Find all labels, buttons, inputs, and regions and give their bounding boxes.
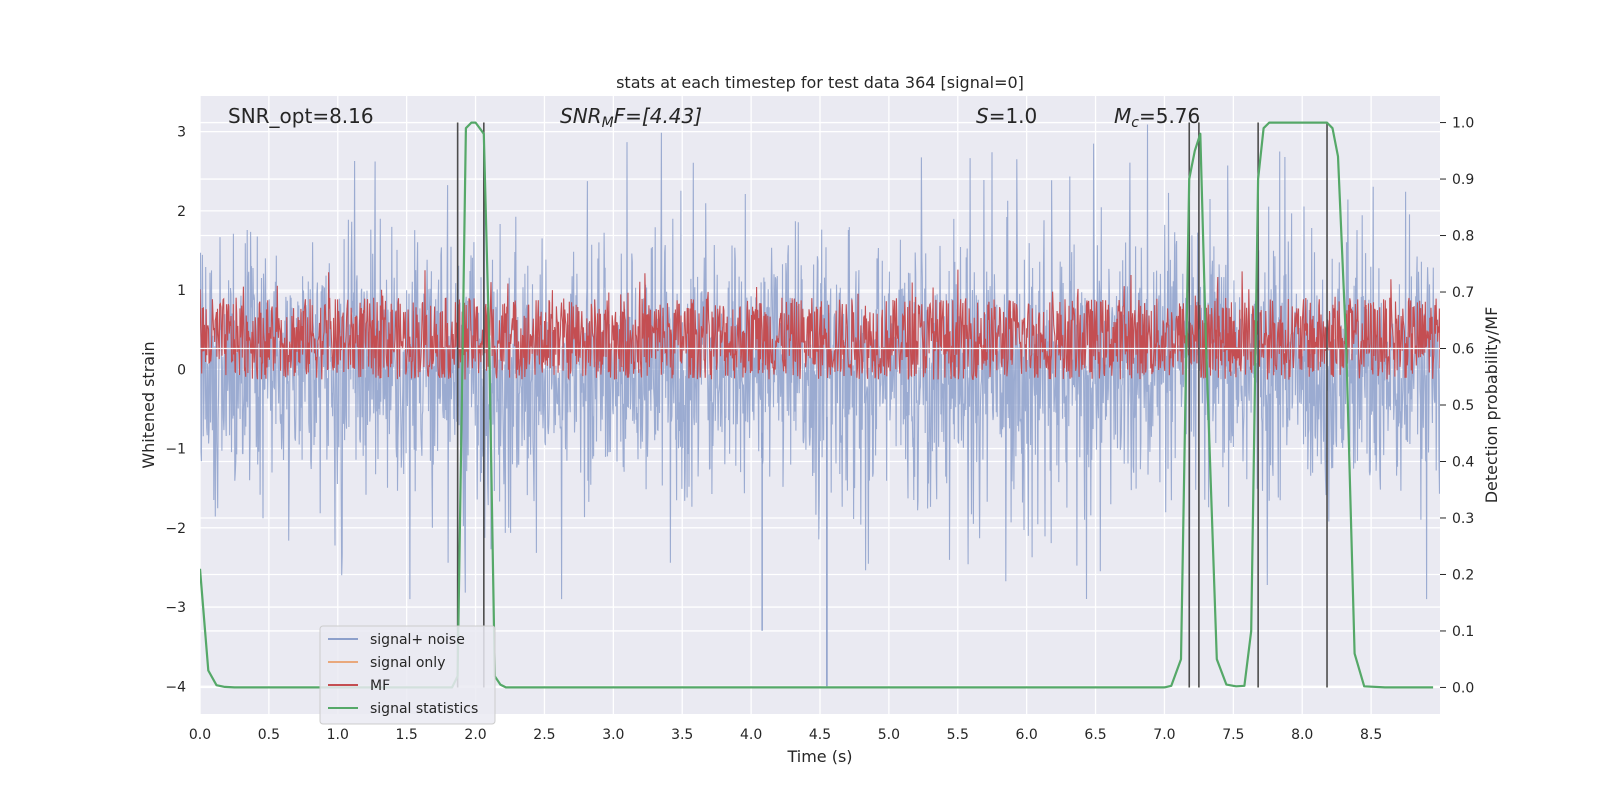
y-right-tick-label: 0.8 [1452,229,1474,245]
x-tick-label: 2.0 [464,727,486,743]
annotation-snr-mf-sub: M [602,115,614,131]
y-left-tick-label: −3 [165,600,186,616]
x-tick-label: 5.5 [947,727,969,743]
y-left-tick-label: −4 [165,679,186,695]
x-tick-label: 8.5 [1360,727,1382,743]
legend-label-signal-noise: signal+ noise [370,632,465,648]
legend-label-signal-statistics: signal statistics [370,701,478,717]
series-mf-line [200,269,1440,381]
x-tick-label: 6.5 [1084,727,1106,743]
legend-label-mf: MF [370,678,390,694]
legend: signal+ noise signal only MF signal stat… [319,625,496,725]
chart-title: stats at each timestep for test data 364… [616,73,1024,92]
y-right-tick-label: 0.0 [1452,680,1474,696]
x-tick-label: 4.5 [809,727,831,743]
y-left-tick-label: 3 [177,125,186,141]
series-signal-noise-line [200,124,1440,600]
annotation-mc: Mc=5.76 [1114,104,1200,131]
x-tick-label: 7.5 [1222,727,1244,743]
y-left-tick-label: −2 [165,521,186,537]
annotation-mc-sub: c [1131,115,1139,131]
y-left-tick-label: 0 [177,362,186,378]
annotation-mc-main: M [1114,104,1131,128]
legend-label-signal-only: signal only [370,655,445,671]
x-tick-label: 8.0 [1291,727,1313,743]
y-right-tick-label: 0.4 [1452,454,1474,470]
series-layer [200,121,1440,689]
y-right-tick-label: 0.3 [1452,511,1474,527]
x-tick-label: 3.5 [671,727,693,743]
x-tick-label: 6.0 [1016,727,1038,743]
y-right-tick-label: 0.5 [1452,398,1474,414]
y-axis-left-label: Whitened strain [139,341,158,468]
legend-box [319,625,496,725]
y-right-tick-label: 0.6 [1452,342,1474,358]
y-right-tick-label: 0.1 [1452,624,1474,640]
x-tick-label: 1.0 [327,727,349,743]
x-tick-label: 1.5 [396,727,418,743]
annotation-snr-opt: SNR_opt=8.16 [228,104,374,128]
x-tick-label: 7.0 [1153,727,1175,743]
y-axis-right: 0.0 0.1 0.2 0.3 0.4 0.5 0.6 0.7 0.8 0.9 1.0 [1440,116,1474,696]
x-tick-label: 3.0 [602,727,624,743]
y-left-tick-label: 2 [177,204,186,220]
y-right-tick-label: 0.7 [1452,285,1474,301]
x-tick-label: 2.5 [533,727,555,743]
y-left-tick-label: 1 [177,283,186,299]
y-right-tick-label: 0.9 [1452,172,1474,188]
annotation-s: S=1.0 [976,104,1037,128]
annotation-s-main: S [976,104,989,128]
annotation-mc-rest: =5.76 [1139,104,1200,128]
annotation-snr-mf-rest: F=[4.43] [614,104,702,128]
annotation-snr-mf: SNRMF=[4.43] [560,104,702,131]
x-tick-label: 0.0 [189,727,211,743]
y-right-tick-label: 1.0 [1452,116,1474,132]
annotation-s-rest: =1.0 [989,104,1038,128]
y-left-tick-label: −1 [165,442,186,458]
x-tick-label: 0.5 [258,727,280,743]
x-axis: 0.0 0.5 1.0 1.5 2.0 2.5 3.0 3.5 4.0 4.5 5.0 5.5 6.0 6… [189,727,1382,743]
x-axis-label: Time (s) [786,747,852,766]
annotation-snr-mf-main: SNR [560,104,602,128]
x-tick-label: 5.0 [878,727,900,743]
y-right-tick-label: 0.2 [1452,567,1474,583]
x-tick-label: 4.0 [740,727,762,743]
y-axis-left: −4 −3 −2 −1 0 1 2 3 [165,125,186,696]
y-axis-right-label: Detection probability/MF [1482,307,1501,504]
